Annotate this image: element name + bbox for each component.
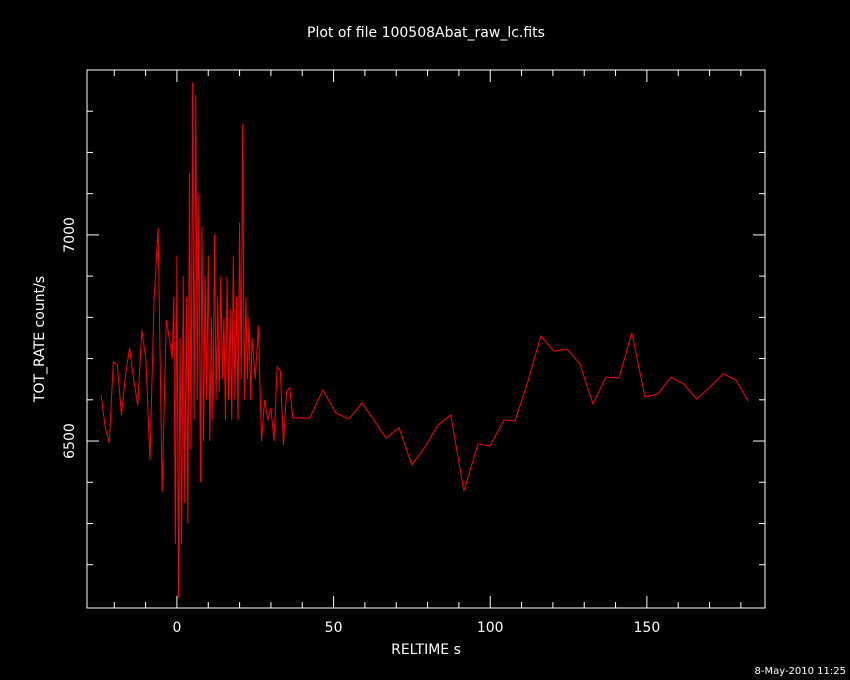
x-axis-label: RELTIME s (391, 642, 461, 658)
y-tick-label: 7000 (62, 217, 78, 253)
plot-frame (86, 69, 766, 609)
y-axis-label: TOT_RATE count/s (32, 276, 48, 403)
data-line (100, 82, 749, 598)
chart-title: Plot of file 100508Abat_raw_lc.fits (307, 25, 545, 41)
timestamp: 8-May-2010 11:25 (754, 666, 846, 677)
x-tick-label: 50 (325, 620, 343, 636)
x-tick-label: 150 (634, 620, 661, 636)
x-tick-label: 100 (477, 620, 504, 636)
x-tick-label: 0 (172, 620, 181, 636)
y-tick-label: 6500 (62, 423, 78, 459)
